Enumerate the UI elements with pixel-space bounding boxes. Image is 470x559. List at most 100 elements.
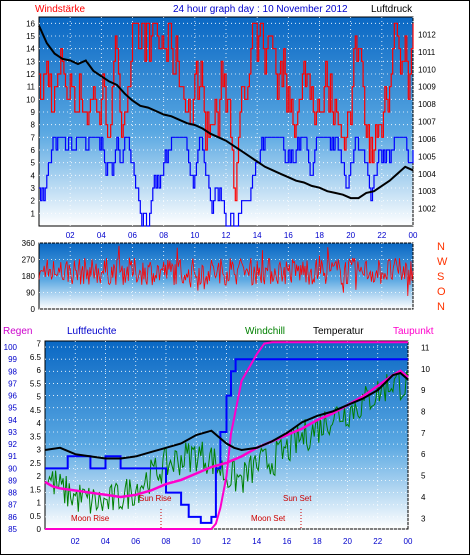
time-tick-label: 06 <box>131 537 140 546</box>
time-tick-label: 04 <box>97 231 106 240</box>
pressure-tick-label: 1011 <box>418 48 436 57</box>
direction-tick-label: 270 <box>22 256 36 265</box>
rain-tick-label: 3.5 <box>30 432 42 441</box>
temperature-tick-label: 11 <box>421 343 430 352</box>
direction-tick-label: 360 <box>22 239 36 248</box>
time-tick-label: 08 <box>162 537 171 546</box>
rain-tick-label: 6.5 <box>30 353 42 362</box>
temp-humidity-ticks: 85868788899091929394959697989910000.511.… <box>4 340 431 546</box>
humidity-tick-label: 96 <box>8 392 17 401</box>
compass-label: S <box>437 271 444 283</box>
time-tick-label: 16 <box>284 231 293 240</box>
wind-gust-line <box>39 22 414 202</box>
sun-rise-label: Sun Rise <box>139 494 172 503</box>
wind-speed-bars <box>39 22 414 227</box>
time-tick-label: 22 <box>373 537 382 546</box>
compass-label: W <box>437 256 448 268</box>
time-tick-label: 10 <box>190 231 199 240</box>
humidity-tick-label: 98 <box>8 367 17 376</box>
rain-line <box>45 341 408 530</box>
wind-tick-label: 6 <box>31 146 36 155</box>
direction-tick-label: 90 <box>26 289 35 298</box>
pressure-tick-label: 1009 <box>418 83 436 92</box>
humidity-tick-label: 85 <box>8 525 17 534</box>
temp-humidity-series <box>44 341 409 530</box>
humidity-tick-label: 88 <box>8 489 17 498</box>
wind-tick-label: 1 <box>31 209 36 218</box>
temperature-line <box>44 371 409 460</box>
time-tick-label: 18 <box>315 231 324 240</box>
time-tick-label: 02 <box>66 231 75 240</box>
moon-rise-label: Moon Rise <box>71 514 110 523</box>
humidity-tick-label: 87 <box>8 501 17 510</box>
rain-tick-label: 4.5 <box>30 406 42 415</box>
rain-tick-label: 2.5 <box>30 459 42 468</box>
temperature-tick-label: 3 <box>421 514 426 523</box>
time-tick-label: 06 <box>128 231 137 240</box>
time-tick-label: 00 <box>409 231 418 240</box>
pressure-tick-label: 1007 <box>418 118 436 127</box>
rain-tick-label: 3 <box>37 446 42 455</box>
humidity-tick-label: 93 <box>8 428 17 437</box>
pressure-tick-label: 1006 <box>418 135 436 144</box>
temperature-tick-label: 10 <box>421 365 430 374</box>
direction-tick-label: 0 <box>31 305 36 314</box>
humidity-tick-label: 99 <box>8 355 17 364</box>
rain-tick-label: 5.5 <box>30 379 42 388</box>
wind-pressure-ticks: 1234567891011121314151610021003100410051… <box>26 19 436 240</box>
pressure-tick-label: 1008 <box>418 100 436 109</box>
wind-axis-label: Windstärke <box>35 4 85 15</box>
rain-tick-label: 0.5 <box>30 512 42 521</box>
time-tick-label: 00 <box>404 537 413 546</box>
legend-rain: Regen <box>3 326 32 337</box>
rain-tick-label: 1 <box>37 499 42 508</box>
rain-tick-label: 7 <box>37 340 42 349</box>
rain-tick-label: 1.5 <box>30 485 42 494</box>
humidity-tick-label: 92 <box>8 440 17 449</box>
wind-direction-line <box>38 245 414 297</box>
time-tick-label: 10 <box>192 537 201 546</box>
pressure-tick-label: 1012 <box>418 30 436 39</box>
temperature-tick-label: 4 <box>421 493 426 502</box>
humidity-tick-label: 91 <box>8 452 17 461</box>
compass-label: N <box>437 241 445 253</box>
legend-dewpoint: Taupunkt <box>393 326 434 337</box>
humidity-tick-label: 90 <box>8 464 17 473</box>
compass-label: O <box>437 286 446 298</box>
pressure-series <box>38 25 414 200</box>
pressure-tick-label: 1002 <box>418 205 436 214</box>
wind-tick-label: 3 <box>31 184 36 193</box>
time-tick-label: 14 <box>253 231 262 240</box>
legend-windchill: Windchill <box>245 326 285 337</box>
pressure-tick-label: 1004 <box>418 170 436 179</box>
wind-tick-label: 11 <box>27 83 36 92</box>
time-tick-label: 12 <box>222 537 231 546</box>
time-tick-label: 20 <box>346 231 355 240</box>
rain-tick-label: 2 <box>37 472 42 481</box>
time-tick-label: 14 <box>252 537 261 546</box>
wind-tick-label: 8 <box>31 121 36 130</box>
moon-set-label: Moon Set <box>251 514 286 523</box>
time-tick-label: 04 <box>101 537 110 546</box>
humidity-line <box>45 358 408 524</box>
humidity-tick-label: 97 <box>8 379 17 388</box>
humidity-tick-label: 94 <box>8 416 17 425</box>
pressure-tick-label: 1003 <box>418 187 436 196</box>
time-tick-label: 16 <box>283 537 292 546</box>
rain-tick-label: 6 <box>37 366 42 375</box>
wind-tick-label: 10 <box>26 95 35 104</box>
wind-tick-label: 15 <box>26 32 35 41</box>
time-tick-label: 18 <box>313 537 322 546</box>
time-tick-label: 02 <box>71 537 80 546</box>
pressure-axis-label: Luftdruck <box>371 4 413 15</box>
legend-humidity: Luftfeuchte <box>67 326 117 337</box>
pressure-tick-label: 1010 <box>418 65 436 74</box>
time-tick-label: 20 <box>343 537 352 546</box>
temperature-tick-label: 5 <box>421 472 426 481</box>
dewpoint-line <box>44 369 409 499</box>
humidity-tick-label: 89 <box>8 476 17 485</box>
legend-temperature: Temperatur <box>313 326 364 337</box>
